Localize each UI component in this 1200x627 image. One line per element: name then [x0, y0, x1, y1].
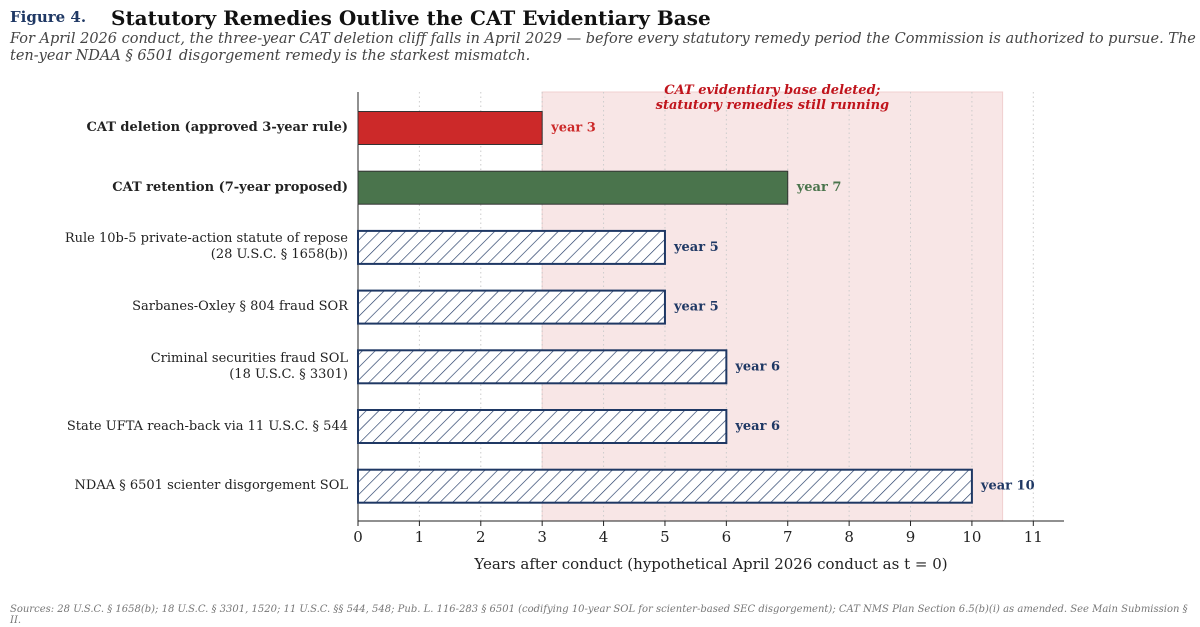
x-tick-label: 1 — [415, 528, 425, 546]
category-label: State UFTA reach-back via 11 U.S.C. § 54… — [66, 418, 348, 434]
category-label: Sarbanes-Oxley § 804 fraud SOR — [132, 299, 348, 315]
bar — [357, 111, 543, 145]
category-label: NDAA § 6501 scienter disgorgement SOL — [74, 478, 348, 494]
bar — [357, 289, 666, 325]
value-label: year 6 — [734, 419, 780, 434]
figure-label: Figure 4. — [10, 8, 87, 26]
value-label: year 5 — [673, 300, 719, 315]
bar — [357, 409, 728, 444]
value-label: year 3 — [550, 121, 596, 136]
subtitle: For April 2026 conduct, the three-year C… — [10, 31, 1196, 64]
x-tick-label: 9 — [906, 528, 916, 546]
x-tick-label: 8 — [844, 528, 854, 546]
bar — [357, 170, 789, 205]
category-label: Criminal securities fraud SOL (18 U.S.C.… — [150, 350, 348, 382]
value-label: year 10 — [980, 479, 1035, 494]
bar — [357, 229, 666, 265]
x-tick-label: 2 — [476, 528, 486, 546]
x-tick-label: 10 — [962, 528, 981, 546]
source-note: Sources: 28 U.S.C. § 1658(b); 18 U.S.C. … — [10, 604, 1188, 626]
x-tick-label: 4 — [599, 528, 609, 546]
x-axis-label: Years after conduct (hypothetical April … — [474, 555, 948, 573]
category-label: CAT retention (7-year proposed) — [112, 179, 348, 195]
annotation: CAT evidentiary base deleted; statutory … — [655, 83, 890, 113]
value-label: year 7 — [796, 180, 842, 195]
x-tick-label: 3 — [537, 528, 547, 546]
x-tick-label: 6 — [722, 528, 732, 546]
x-tick-label: 5 — [660, 528, 670, 546]
x-tick-label: 11 — [1024, 528, 1043, 546]
bar — [357, 349, 728, 385]
category-label: CAT deletion (approved 3-year rule) — [86, 120, 348, 135]
x-tick-label: 7 — [783, 528, 793, 546]
x-tick-label: 0 — [353, 528, 363, 546]
category-label: Rule 10b-5 private-action statute of rep… — [64, 231, 348, 263]
value-label: year 5 — [673, 240, 719, 255]
chart-title: Statutory Remedies Outlive the CAT Evide… — [111, 6, 711, 30]
value-label: year 6 — [734, 359, 780, 374]
bar — [357, 468, 973, 504]
